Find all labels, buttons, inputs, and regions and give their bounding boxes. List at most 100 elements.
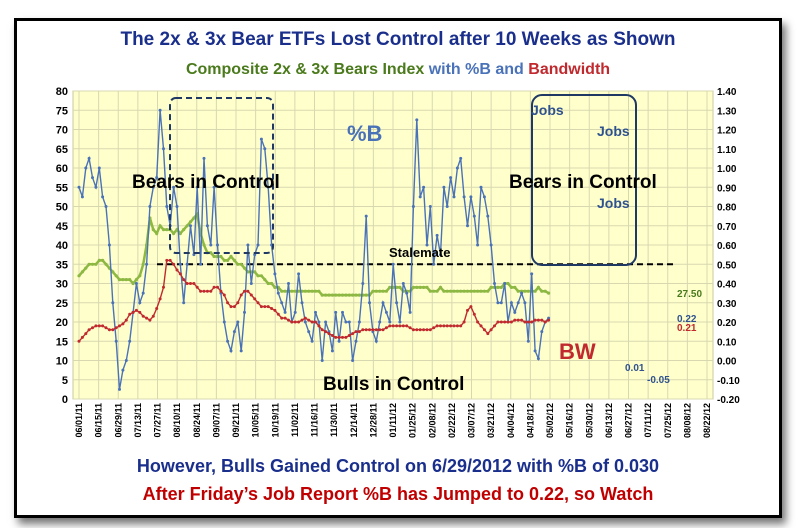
data-point-bandwidth bbox=[202, 289, 206, 293]
data-point-bandwidth bbox=[94, 324, 98, 328]
data-point-composite-2x-3x-bears-index bbox=[536, 285, 541, 289]
data-point-bandwidth bbox=[351, 332, 355, 336]
data-point-composite-2x-3x-bears-index bbox=[496, 285, 500, 289]
data-point-bandwidth bbox=[361, 328, 365, 332]
data-point-b bbox=[479, 185, 483, 189]
data-point-bandwidth bbox=[526, 320, 530, 324]
data-point-bandwidth bbox=[111, 328, 115, 332]
data-point-composite-2x-3x-bears-index bbox=[455, 289, 459, 293]
data-point-composite-2x-3x-bears-index bbox=[310, 289, 314, 293]
data-point-b bbox=[158, 108, 162, 112]
data-point-b bbox=[310, 339, 314, 343]
data-point-b bbox=[439, 253, 442, 257]
data-point-composite-2x-3x-bears-index bbox=[90, 262, 95, 266]
data-point-b bbox=[287, 282, 290, 285]
data-point-b bbox=[175, 205, 179, 208]
x-tick-label: 05/02/12 bbox=[545, 403, 555, 438]
data-point-composite-2x-3x-bears-index bbox=[307, 289, 311, 293]
data-point-bandwidth bbox=[199, 289, 203, 293]
data-point-b bbox=[148, 205, 152, 208]
data-point-b bbox=[513, 310, 517, 314]
data-point-b bbox=[449, 176, 453, 180]
data-point-b bbox=[452, 195, 456, 199]
data-point-bandwidth bbox=[229, 305, 233, 309]
data-point-bandwidth bbox=[138, 310, 142, 314]
data-point-bandwidth bbox=[455, 324, 459, 328]
data-point-bandwidth bbox=[148, 318, 152, 322]
data-point-bandwidth bbox=[479, 324, 483, 328]
data-point-b bbox=[415, 118, 419, 122]
data-point-b bbox=[178, 262, 182, 266]
data-point-bandwidth bbox=[344, 335, 348, 339]
y-left-tick-label: 65 bbox=[56, 144, 68, 156]
data-point-composite-2x-3x-bears-index bbox=[418, 285, 422, 289]
x-tick-label: 05/30/12 bbox=[584, 403, 594, 438]
y-right-tick-label: -0.20 bbox=[717, 395, 740, 406]
data-point-bandwidth bbox=[337, 335, 341, 339]
data-point-composite-2x-3x-bears-index bbox=[425, 285, 429, 289]
x-tick-label: 06/01/11 bbox=[74, 403, 84, 438]
y-left-tick-label: 25 bbox=[56, 298, 68, 310]
y-right-tick-label: -0.10 bbox=[717, 376, 740, 387]
label-bears-right: Bears in Control bbox=[509, 172, 657, 193]
x-tick-label: 07/13/11 bbox=[133, 403, 143, 438]
label-bulls: Bulls in Control bbox=[323, 374, 464, 395]
data-point-bandwidth bbox=[347, 334, 351, 337]
data-point-bandwidth bbox=[506, 320, 510, 324]
data-point-b bbox=[249, 282, 253, 285]
series-line-b bbox=[78, 110, 550, 390]
data-point-b bbox=[263, 147, 267, 151]
data-point-bandwidth bbox=[290, 320, 294, 324]
data-point-composite-2x-3x-bears-index bbox=[449, 289, 453, 293]
data-point-composite-2x-3x-bears-index bbox=[435, 289, 439, 293]
data-point-composite-2x-3x-bears-index bbox=[371, 289, 375, 293]
subtitle-pctb: with %B bbox=[424, 61, 491, 78]
x-tick-label: 02/22/12 bbox=[447, 403, 457, 438]
data-point-b bbox=[101, 195, 105, 199]
data-point-bandwidth bbox=[408, 326, 412, 330]
data-point-bandwidth bbox=[395, 324, 399, 328]
data-point-b bbox=[280, 301, 284, 305]
data-point-bandwidth bbox=[300, 318, 304, 322]
data-point-b bbox=[276, 291, 280, 295]
data-point-b bbox=[334, 310, 338, 314]
data-point-composite-2x-3x-bears-index bbox=[161, 228, 166, 232]
value-001: 0.01 bbox=[625, 363, 645, 374]
data-point-composite-2x-3x-bears-index bbox=[378, 289, 382, 293]
data-point-composite-2x-3x-bears-index bbox=[381, 289, 385, 293]
data-point-b bbox=[239, 349, 243, 353]
data-point-composite-2x-3x-bears-index bbox=[155, 231, 159, 236]
data-point-b bbox=[189, 224, 192, 228]
data-point-bandwidth bbox=[435, 324, 439, 328]
y-left-tick-label: 0 bbox=[62, 394, 68, 406]
data-point-b bbox=[391, 262, 395, 266]
data-point-composite-2x-3x-bears-index bbox=[236, 262, 240, 266]
x-tick-label: 04/18/12 bbox=[525, 403, 535, 438]
value-index: 27.50 bbox=[677, 289, 702, 300]
chart-title: The 2x & 3x Bear ETFs Lost Control after… bbox=[120, 29, 676, 50]
y-left-tick-label: 45 bbox=[56, 221, 68, 233]
data-point-b bbox=[202, 156, 206, 160]
data-point-bandwidth bbox=[114, 326, 118, 330]
data-point-composite-2x-3x-bears-index bbox=[337, 293, 341, 297]
data-point-b bbox=[496, 301, 500, 305]
data-point-bandwidth bbox=[425, 328, 429, 332]
data-point-composite-2x-3x-bears-index bbox=[222, 258, 226, 262]
data-point-b bbox=[499, 301, 503, 305]
y-right-tick-label: 1.20 bbox=[717, 126, 737, 137]
data-point-bandwidth bbox=[513, 318, 517, 322]
data-point-bandwidth bbox=[391, 324, 395, 328]
data-point-b bbox=[455, 166, 459, 170]
data-point-bandwidth bbox=[364, 328, 368, 332]
data-point-b bbox=[486, 214, 490, 218]
data-point-bandwidth bbox=[182, 278, 186, 282]
data-point-b bbox=[317, 320, 321, 324]
data-point-composite-2x-3x-bears-index bbox=[134, 278, 138, 282]
y-right-tick-label: 0.20 bbox=[717, 318, 737, 329]
data-point-bandwidth bbox=[445, 324, 449, 328]
label-bears-left: Bears in Control bbox=[132, 172, 280, 193]
subtitle-index: Composite 2x & 3x Bears Index bbox=[185, 61, 425, 78]
data-point-bandwidth bbox=[263, 305, 267, 309]
data-point-b bbox=[540, 330, 544, 334]
data-point-b bbox=[141, 291, 145, 295]
